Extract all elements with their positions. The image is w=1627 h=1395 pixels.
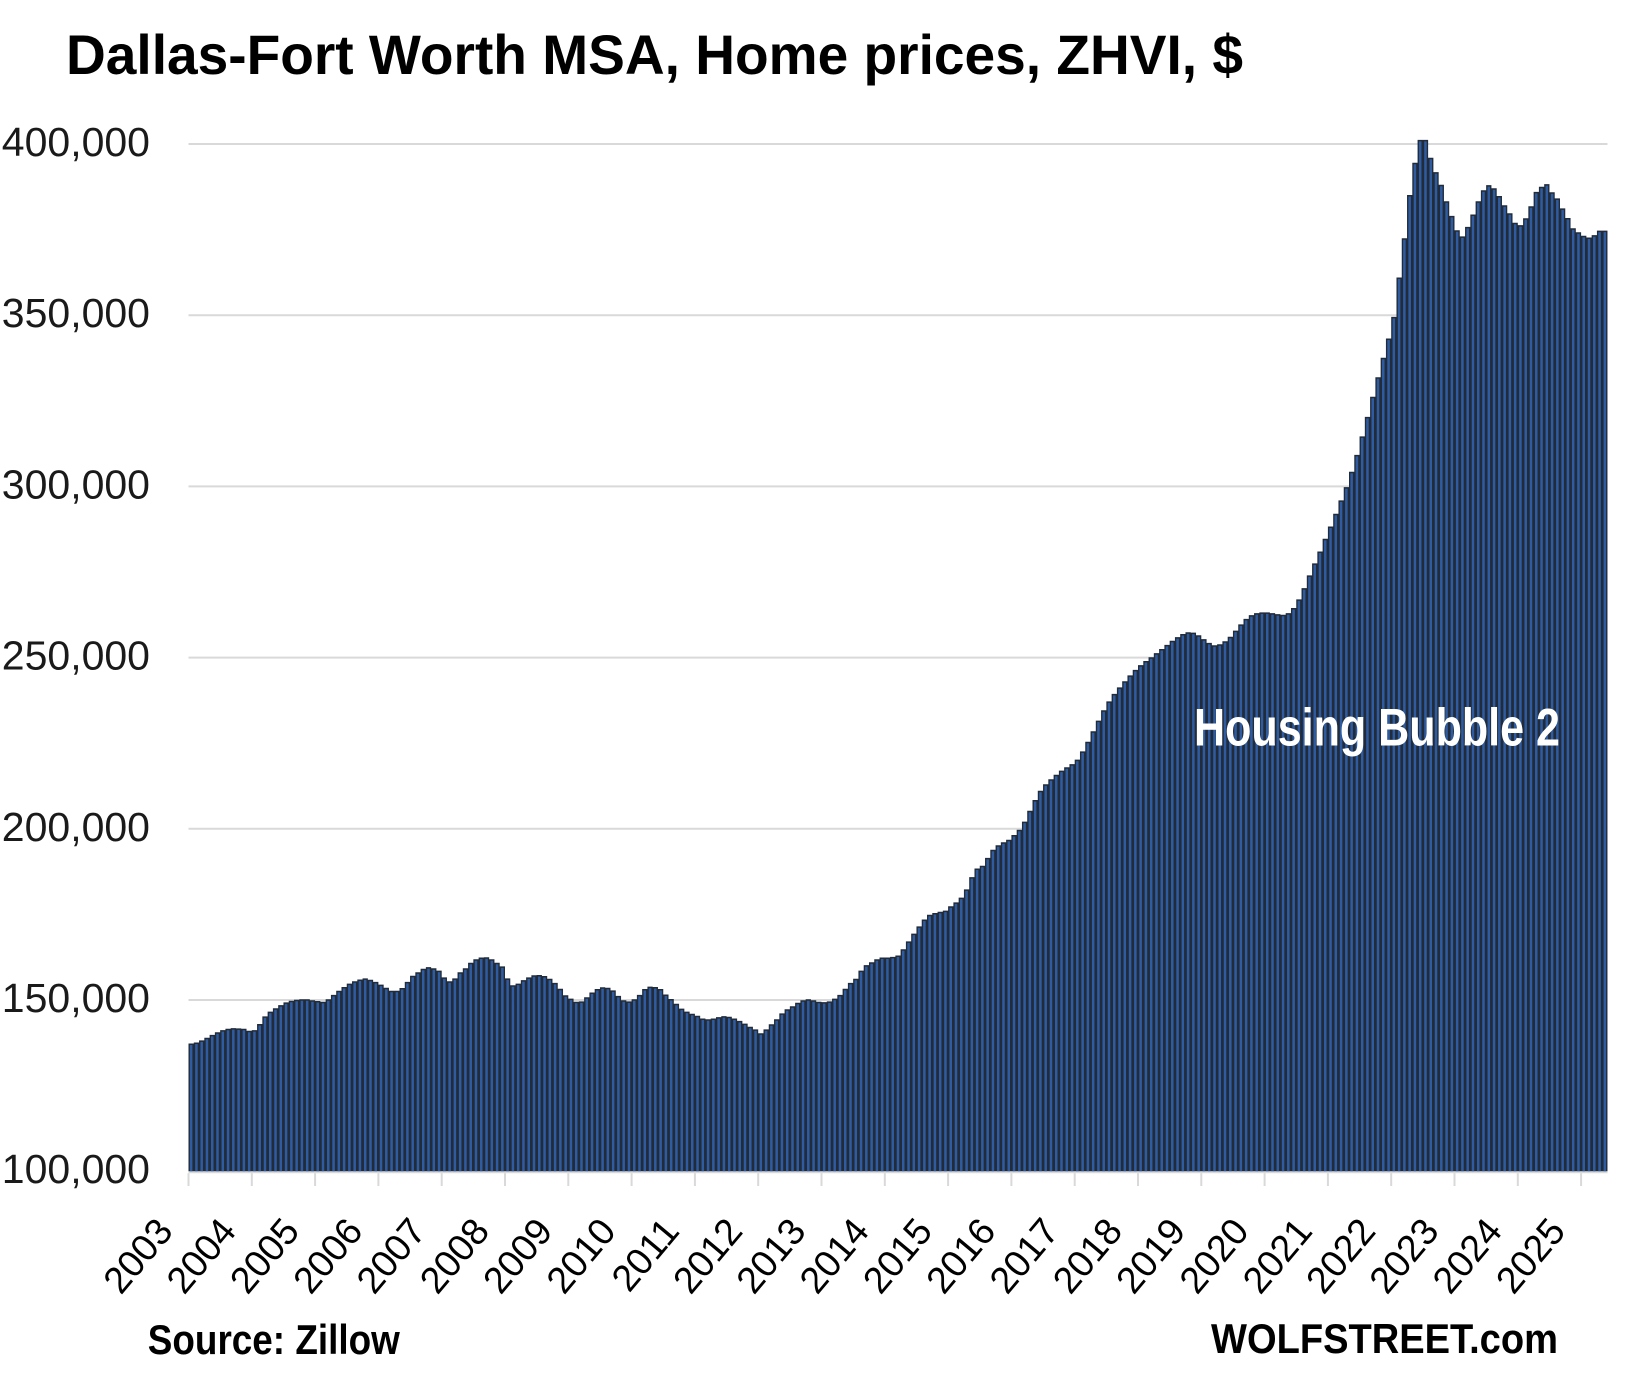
svg-text:300,000: 300,000 [2, 461, 150, 507]
svg-text:Dallas-Fort Worth MSA, Home pr: Dallas-Fort Worth MSA, Home prices, ZHVI… [66, 23, 1243, 86]
svg-text:400,000: 400,000 [2, 119, 150, 165]
svg-text:Source: Zillow: Source: Zillow [148, 1316, 400, 1363]
svg-text:250,000: 250,000 [2, 633, 150, 679]
svg-text:350,000: 350,000 [2, 290, 150, 336]
svg-text:100,000: 100,000 [2, 1146, 150, 1192]
svg-text:WOLFSTREET.com: WOLFSTREET.com [1211, 1315, 1558, 1362]
svg-text:150,000: 150,000 [2, 975, 150, 1021]
svg-text:Housing Bubble 2: Housing Bubble 2 [1194, 699, 1560, 758]
svg-text:200,000: 200,000 [2, 804, 150, 850]
